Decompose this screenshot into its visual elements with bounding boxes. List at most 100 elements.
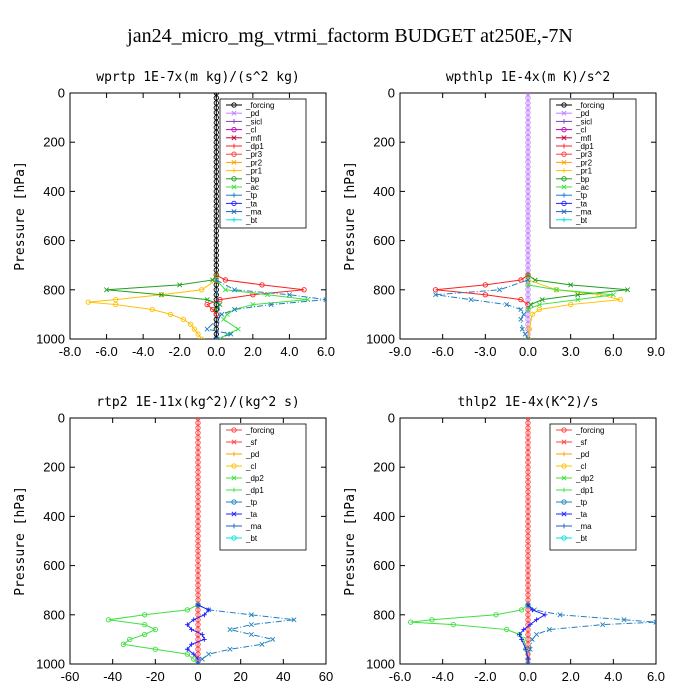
series-point [525, 597, 531, 603]
series-point [195, 435, 201, 441]
series-point [653, 619, 656, 625]
x-tick-label: 60 [319, 669, 333, 684]
legend-marker [561, 119, 567, 124]
legend-marker [231, 159, 237, 165]
legend-entry: _ma [575, 208, 592, 217]
series-point [195, 489, 201, 495]
y-tick-label: 200 [373, 460, 395, 475]
series-point [195, 592, 201, 598]
series-group [105, 418, 297, 664]
series-point [525, 213, 531, 219]
series-point [525, 548, 531, 554]
series-point [536, 302, 542, 308]
series-point [525, 114, 531, 121]
series-point [195, 469, 201, 475]
x-tick-label: -6.0 [431, 344, 453, 359]
y-tick-label: 400 [373, 184, 395, 199]
series-point [522, 331, 528, 337]
series-point [213, 105, 219, 111]
series-point [525, 144, 531, 150]
legend-entry: _pd [245, 109, 259, 118]
legend-entry: _sf [575, 438, 587, 447]
series-point [525, 93, 531, 96]
series-point [518, 316, 524, 322]
y-axis-label: Pressure [hPa] [13, 486, 28, 596]
series-point [525, 435, 531, 441]
series-point [213, 277, 219, 283]
series-point [189, 641, 194, 647]
series-point [525, 272, 531, 278]
series-point [408, 619, 414, 625]
x-tick-label: 3.0 [562, 344, 580, 359]
series-point [525, 479, 531, 485]
series-point [525, 262, 531, 268]
series-point [199, 336, 205, 339]
series-point [195, 661, 201, 664]
series-group [85, 93, 326, 339]
series-point [525, 169, 531, 175]
series-point [227, 627, 233, 633]
series-point [158, 292, 164, 298]
series-point [213, 331, 219, 337]
legend-entry: _ma [575, 522, 592, 531]
series-point [525, 316, 531, 322]
y-tick-label: 200 [43, 135, 65, 150]
series-point [248, 612, 254, 618]
series-point [221, 316, 227, 322]
series-point [213, 183, 219, 190]
x-tick-label: 2.0 [244, 344, 262, 359]
series-point [525, 553, 531, 559]
legend-entry: _mfl [575, 134, 591, 143]
legend-entry: _bt [575, 534, 588, 543]
series-point [525, 178, 531, 185]
series-point [525, 420, 531, 426]
legend-marker [231, 102, 237, 108]
series-point [536, 306, 543, 313]
series-point [184, 607, 190, 613]
legend-entry: _forcing [245, 101, 274, 110]
series-point [213, 311, 219, 318]
series-point [525, 247, 531, 254]
series-point [195, 449, 201, 456]
x-tick-label: -4.0 [431, 669, 453, 684]
series-point [482, 282, 488, 288]
series-point [525, 484, 531, 490]
series-line [215, 289, 221, 339]
series-point [468, 297, 474, 303]
series-point [195, 626, 201, 633]
series-point [518, 306, 524, 312]
series-point [519, 326, 525, 332]
series-point [209, 306, 216, 313]
legend-marker [231, 439, 237, 445]
y-tick-label: 200 [373, 135, 395, 150]
series-point [525, 489, 531, 495]
series-point [525, 306, 531, 312]
legend-marker [561, 511, 567, 517]
series-point [228, 331, 234, 337]
series-point [529, 607, 535, 613]
series-point [195, 508, 201, 515]
series-point [195, 562, 201, 569]
series-point [113, 296, 119, 303]
series-point [525, 105, 531, 111]
series-point [268, 302, 274, 308]
legend-marker [561, 451, 567, 457]
legend-marker [231, 200, 237, 207]
series-point [568, 282, 574, 288]
series-point [525, 641, 531, 647]
x-tick-label: -3.0 [474, 344, 496, 359]
series-point [142, 612, 148, 618]
series-point [525, 518, 531, 524]
series-point [232, 306, 238, 312]
series-point [213, 306, 219, 312]
series-point [213, 134, 219, 140]
legend-entry: _dp1 [575, 486, 594, 495]
legend-marker [231, 511, 237, 517]
series-point [188, 321, 194, 327]
legend-marker [561, 102, 567, 108]
series-point [525, 425, 531, 431]
legend-entry: _ta [245, 199, 258, 208]
series-point [525, 228, 531, 234]
series-point [525, 661, 531, 664]
series-point [195, 513, 201, 520]
